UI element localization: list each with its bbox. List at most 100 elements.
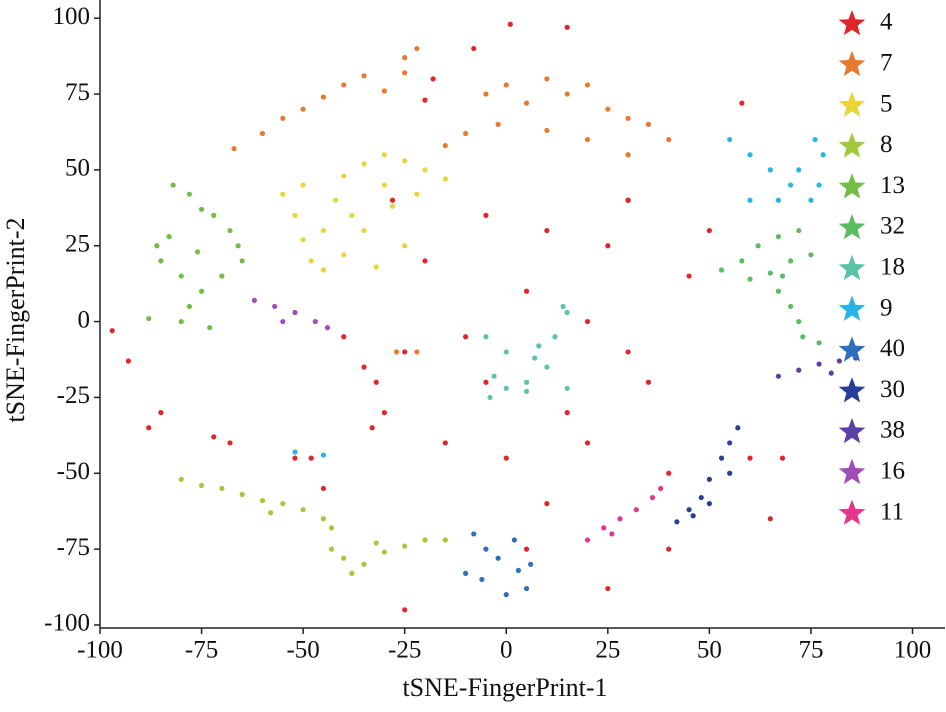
point [320, 94, 327, 100]
point [239, 258, 245, 264]
legend-marker [838, 10, 866, 36]
point [389, 197, 396, 203]
point [292, 449, 298, 455]
point [584, 82, 591, 88]
point [341, 82, 347, 88]
legend-label: 32 [880, 213, 905, 240]
point [402, 349, 408, 355]
point [605, 106, 611, 112]
point [584, 537, 591, 543]
point [808, 252, 814, 258]
point [341, 555, 347, 561]
point [194, 249, 201, 255]
point [471, 531, 477, 537]
point [231, 146, 237, 152]
point [414, 191, 420, 197]
legend-label: 18 [880, 254, 905, 281]
point [422, 537, 428, 543]
point [483, 91, 489, 97]
point [706, 476, 712, 482]
point [483, 546, 489, 552]
legend-marker [838, 499, 866, 525]
point [207, 325, 213, 331]
point [617, 516, 623, 522]
point [280, 318, 286, 325]
point [609, 531, 615, 537]
point [523, 388, 530, 394]
point [361, 561, 367, 567]
point [739, 100, 745, 106]
point [649, 494, 656, 501]
point [511, 537, 517, 543]
point [767, 167, 773, 173]
point [259, 497, 266, 504]
point [706, 501, 712, 507]
point [154, 243, 160, 249]
point [796, 318, 802, 325]
point [796, 367, 802, 373]
point [735, 425, 741, 431]
point [808, 197, 814, 203]
point [645, 379, 652, 385]
point [280, 191, 286, 197]
legend-marker [838, 173, 866, 199]
legend-label: 9 [880, 294, 893, 321]
point [381, 549, 387, 555]
point [227, 440, 233, 446]
point [625, 349, 631, 355]
point [402, 243, 408, 249]
point [767, 516, 773, 522]
point [528, 561, 534, 567]
point [503, 592, 509, 598]
point [796, 167, 802, 173]
legend-marker [838, 295, 866, 321]
point [564, 409, 570, 416]
y-tick-label: 0 [78, 306, 91, 333]
point [836, 358, 842, 364]
legend-label: 16 [880, 458, 905, 485]
point [666, 470, 672, 476]
point [198, 482, 205, 489]
x-tick-label: -100 [77, 637, 123, 664]
legend-marker [838, 377, 866, 403]
y-tick-label: 50 [65, 155, 90, 182]
point [690, 513, 696, 519]
point [211, 434, 217, 440]
legend-marker [838, 254, 866, 281]
point [186, 191, 192, 197]
point [503, 349, 509, 355]
legend-marker [838, 50, 866, 77]
point [292, 212, 298, 219]
point [341, 334, 347, 340]
point [796, 227, 802, 234]
point [442, 537, 448, 543]
point [422, 167, 428, 173]
point [674, 519, 680, 525]
point [373, 379, 379, 385]
point [369, 425, 375, 431]
point [503, 82, 509, 88]
point [666, 546, 672, 552]
point [625, 197, 631, 203]
point [186, 303, 192, 310]
point [779, 455, 786, 461]
point [158, 258, 164, 264]
point [483, 212, 489, 219]
point [125, 358, 132, 364]
point [775, 373, 782, 379]
point [523, 288, 530, 294]
point [495, 555, 501, 561]
point [251, 297, 257, 303]
point [361, 227, 367, 234]
legend-label: 30 [880, 376, 905, 403]
point [816, 361, 822, 367]
point [605, 585, 611, 592]
point [227, 227, 233, 234]
point [552, 334, 558, 340]
point [402, 55, 408, 61]
point [402, 70, 408, 76]
point [816, 340, 822, 346]
point [483, 379, 489, 385]
point [146, 315, 152, 322]
x-tick-label: 25 [595, 637, 620, 664]
